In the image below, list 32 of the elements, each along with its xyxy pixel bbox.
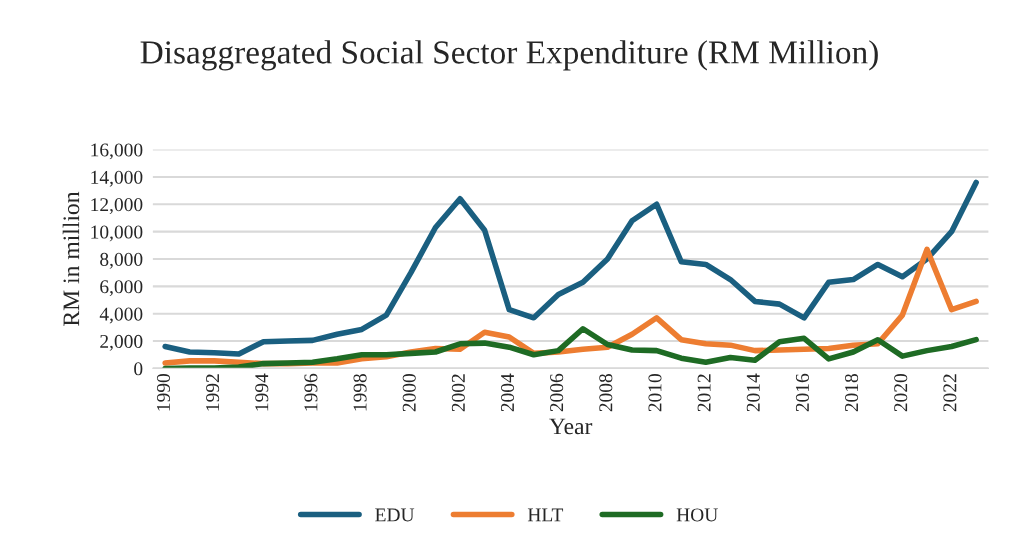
x-tick-label: 1996 [304, 373, 318, 411]
x-tick-label: 1990 [156, 374, 171, 411]
y-tick-label: 2,000 [100, 334, 143, 351]
y-tick-label: 14,000 [91, 170, 143, 187]
x-tick-label: 2010 [648, 374, 662, 412]
legend-label: EDU [375, 508, 415, 522]
x-tick-label: 2002 [451, 374, 465, 412]
x-tick-label: 2018 [845, 374, 859, 412]
y-tick-label: 0 [134, 362, 143, 376]
y-tick-label: 16,000 [91, 143, 143, 160]
y-tick-label: 4,000 [99, 307, 143, 324]
y-tick-label: 12,000 [91, 198, 143, 215]
chart-title: Disaggregated Social Sector Expenditure (RM Million) [140, 40, 878, 71]
x-tick-label: 2004 [500, 373, 515, 412]
y-tick-label: 10,000 [91, 225, 143, 242]
x-tick-label: 2016 [795, 373, 809, 412]
x-tick-label: 1998 [353, 374, 367, 411]
x-tick-label: 2020 [894, 374, 908, 412]
x-tick-label: 2012 [697, 374, 711, 412]
legend-label: HOU [676, 508, 718, 522]
x-tick-label: 2022 [943, 374, 957, 412]
x-axis-title: Year [549, 418, 593, 435]
y-tick-label: 8,000 [100, 252, 143, 269]
x-tick-label: 2000 [402, 374, 416, 412]
x-tick-label: 2008 [599, 374, 613, 412]
x-tick-label: 2014 [746, 373, 760, 412]
y-tick-label: 6,000 [100, 280, 143, 297]
y-axis-title: RM in million [62, 191, 80, 326]
x-tick-label: 1992 [206, 374, 220, 411]
x-tick-label: 1994 [255, 373, 269, 411]
legend-label: HLT [527, 508, 564, 522]
x-tick-label: 2006 [550, 373, 564, 412]
